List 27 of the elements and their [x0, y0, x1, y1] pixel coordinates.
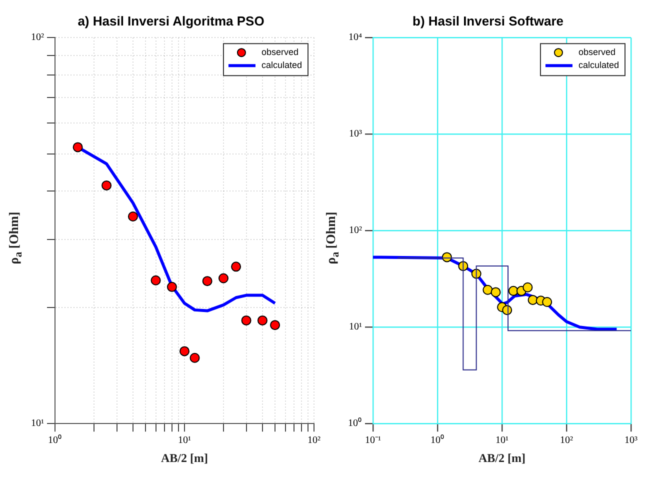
- point: [528, 294, 538, 305]
- y-tick-label: 10²: [349, 225, 362, 236]
- legend-label: observed: [578, 47, 616, 58]
- y-tick-label: 10⁴: [348, 32, 362, 44]
- x-tick-label: 10¹: [496, 435, 508, 446]
- x-tick-label: 10¹: [178, 435, 191, 446]
- x-tick-label: 10²: [560, 435, 573, 446]
- point: [490, 287, 501, 298]
- x-tick-label: 10⁰: [430, 434, 444, 446]
- legend-label: observed: [261, 47, 299, 58]
- legend-label: calculated: [578, 60, 620, 70]
- point: [482, 284, 493, 295]
- point: [542, 297, 552, 308]
- x-axis-title: AB/2 [m]: [161, 450, 208, 465]
- x-tick-label: 10⁻¹: [365, 435, 381, 446]
- y-tick-label: 10³: [349, 128, 362, 140]
- y-tick-label: 10¹: [349, 322, 362, 333]
- x-tick-label: 10³: [624, 435, 638, 446]
- x-tick-label: 10²: [308, 435, 320, 446]
- point: [522, 282, 533, 292]
- chart-title: a) Hasil Inversi Algoritma PSO: [78, 13, 264, 28]
- legend-label: calculated: [261, 60, 302, 70]
- point: [508, 286, 518, 296]
- y-tick-label: 10⁰: [348, 417, 362, 430]
- x-tick-label: 10⁰: [48, 434, 62, 446]
- x-axis-title: AB/2 [m]: [478, 450, 526, 465]
- chart-title: b) Hasil Inversi Software: [412, 13, 564, 28]
